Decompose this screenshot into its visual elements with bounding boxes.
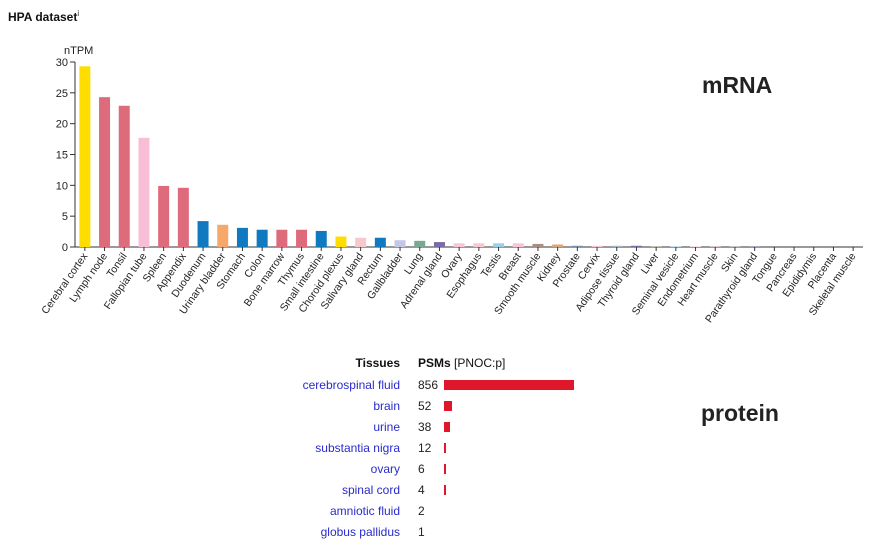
- bar[interactable]: [493, 243, 505, 247]
- bar[interactable]: [236, 227, 248, 247]
- bar[interactable]: [552, 244, 564, 247]
- bar[interactable]: [433, 242, 445, 247]
- bar[interactable]: [749, 246, 761, 247]
- mrna-label: mRNA: [702, 72, 773, 98]
- tissue-link[interactable]: substantia nigra: [315, 441, 400, 455]
- bar[interactable]: [315, 230, 327, 247]
- psm-bar: [444, 380, 574, 390]
- psm-bar: [444, 422, 450, 432]
- tissue-link[interactable]: brain: [373, 399, 400, 413]
- bar[interactable]: [138, 137, 150, 247]
- psm-bar: [444, 443, 446, 453]
- protein-table-header: Tissues PSMs [PNOC:p]: [200, 352, 640, 374]
- tissues-header: Tissues: [355, 356, 400, 370]
- protein-row: amniotic fluid 2: [200, 500, 640, 521]
- protein-row: urine 38: [200, 416, 640, 437]
- bar[interactable]: [99, 97, 111, 248]
- protein-row: brain 52: [200, 395, 640, 416]
- bar[interactable]: [512, 243, 524, 247]
- bar[interactable]: [296, 229, 308, 247]
- y-tick-label: 20: [56, 119, 68, 131]
- protein-label: protein: [701, 400, 779, 426]
- bar[interactable]: [197, 221, 209, 247]
- protein-row: globus pallidus 1: [200, 521, 640, 542]
- bar[interactable]: [177, 187, 189, 247]
- y-tick-label: 5: [62, 211, 68, 223]
- protein-row: cerebrospinal fluid 856: [200, 374, 640, 395]
- psm-bar: [444, 464, 446, 474]
- tissue-link[interactable]: cerebrospinal fluid: [302, 378, 400, 392]
- bar[interactable]: [118, 105, 130, 248]
- psm-value: 52: [418, 399, 432, 413]
- tissue-link[interactable]: urine: [373, 420, 400, 434]
- bar[interactable]: [729, 246, 741, 247]
- protein-row: spinal cord 4: [200, 479, 640, 500]
- protein-row: substantia nigra 12: [200, 437, 640, 458]
- bar[interactable]: [217, 224, 229, 247]
- protein-row: ovary 6: [200, 458, 640, 479]
- bar[interactable]: [256, 229, 268, 247]
- y-tick-label: 10: [56, 180, 68, 192]
- bar[interactable]: [374, 237, 386, 247]
- tissue-link[interactable]: spinal cord: [341, 483, 400, 497]
- protein-rows: cerebrospinal fluid 856 brain 52 urine 38 subs…: [200, 374, 640, 542]
- y-tick-label: 15: [56, 150, 68, 162]
- bar[interactable]: [670, 246, 682, 247]
- protein-psm-table: Tissues PSMs [PNOC:p] cerebrospinal flui…: [200, 352, 640, 542]
- bar[interactable]: [414, 240, 426, 247]
- tissue-link[interactable]: amniotic fluid: [329, 504, 400, 518]
- psm-value: 2: [418, 504, 425, 518]
- info-icon[interactable]: i: [77, 9, 80, 18]
- bar[interactable]: [276, 229, 288, 247]
- y-tick-label: 0: [62, 242, 68, 254]
- y-tick-label: 25: [56, 88, 68, 100]
- psm-value: 1: [418, 525, 425, 539]
- chart-bars: [79, 66, 761, 248]
- bar[interactable]: [571, 245, 583, 247]
- psm-value: 12: [418, 441, 432, 455]
- psm-value: 38: [418, 420, 432, 434]
- bar[interactable]: [709, 246, 721, 247]
- psms-header-label: PSMs: [418, 356, 451, 370]
- tissue-link[interactable]: ovary: [370, 462, 400, 476]
- bar[interactable]: [591, 245, 603, 247]
- bar[interactable]: [453, 243, 465, 247]
- y-tick-label: 30: [56, 57, 68, 69]
- gene-header-label: [PNOC:p]: [454, 356, 506, 370]
- bar[interactable]: [690, 246, 702, 247]
- bar[interactable]: [630, 245, 642, 247]
- psm-bar: [444, 485, 446, 495]
- psm-value: 6: [418, 462, 425, 476]
- bar[interactable]: [79, 66, 91, 247]
- tissue-link[interactable]: globus pallidus: [320, 525, 400, 539]
- bar[interactable]: [394, 240, 406, 247]
- bar[interactable]: [473, 243, 485, 247]
- bar[interactable]: [158, 185, 170, 247]
- psms-header: PSMs [PNOC:p]: [418, 356, 505, 370]
- bar[interactable]: [650, 246, 662, 247]
- bar[interactable]: [532, 243, 544, 247]
- dataset-title: HPA dataseti: [8, 9, 80, 24]
- psm-value: 4: [418, 483, 425, 497]
- bar[interactable]: [335, 236, 347, 247]
- psm-value: 856: [418, 378, 439, 392]
- bar[interactable]: [355, 237, 367, 247]
- psm-bar: [444, 401, 452, 411]
- bar[interactable]: [611, 245, 623, 247]
- y-axis-label: nTPM: [64, 45, 93, 57]
